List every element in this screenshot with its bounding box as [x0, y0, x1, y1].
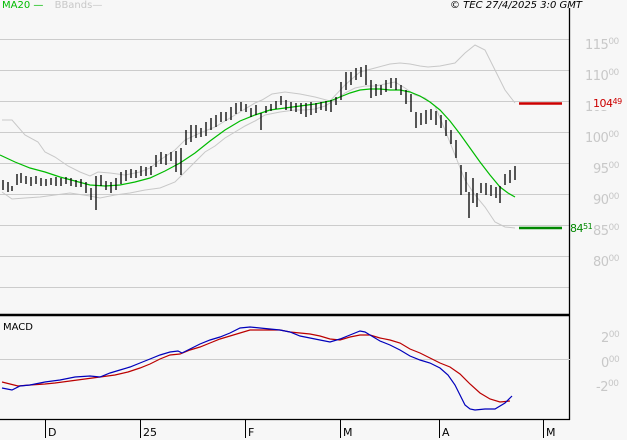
- x-label: F: [248, 426, 255, 439]
- x-label: D: [48, 426, 57, 439]
- legend-bbands: BBands—: [54, 0, 103, 11]
- y-label: 11500: [585, 37, 619, 53]
- x-tick: [245, 420, 246, 438]
- x-tick: [543, 420, 544, 438]
- macd-y-label: 000: [601, 355, 620, 371]
- x-tick: [45, 420, 46, 438]
- y-label: 8000: [593, 254, 620, 270]
- bband-upper: [2, 44, 516, 177]
- macd-title: MACD: [3, 322, 33, 333]
- y-label: 11000: [585, 68, 619, 84]
- y-label: 10000: [585, 130, 619, 146]
- macd-signal-line: [1, 329, 511, 403]
- macd-y-label: -200: [596, 379, 619, 395]
- x-tick: [439, 420, 440, 438]
- x-tick: [340, 420, 341, 438]
- y-label: 9000: [593, 192, 620, 208]
- main-grid: [0, 39, 570, 288]
- x-label: 25: [143, 426, 157, 439]
- macd-line: [1, 326, 513, 411]
- copyright-timestamp: © TEC 27/4/2025 3:0 GMT: [450, 0, 582, 11]
- price-bars: [2, 65, 516, 218]
- y-label: 9500: [593, 161, 620, 177]
- x-label: M: [343, 426, 353, 439]
- y-label: 8500: [593, 223, 620, 239]
- bband-lower: [1, 81, 516, 229]
- macd-y-label: 200: [601, 330, 620, 346]
- chart-legend: MA20 — BBands—: [2, 0, 102, 12]
- x-label: M: [546, 426, 556, 439]
- x-tick: [140, 420, 141, 438]
- ma20-line: [0, 88, 516, 198]
- legend-ma20: MA20 —: [2, 0, 44, 11]
- bollinger-bands: [1, 44, 516, 229]
- x-label: A: [442, 426, 450, 439]
- support-price-tag: 8451: [570, 222, 593, 235]
- resistance-price-tag: 10449: [593, 97, 622, 110]
